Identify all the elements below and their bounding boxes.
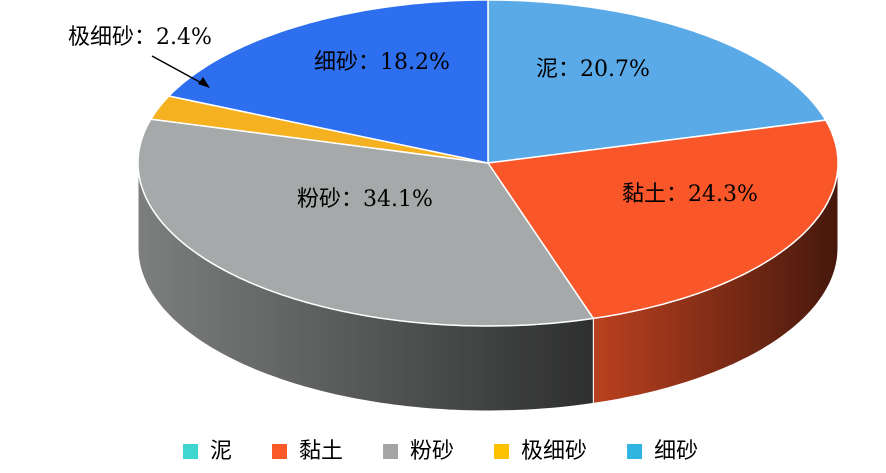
data-label: 泥：20.7% (536, 57, 650, 82)
leader-arrow (198, 77, 210, 88)
slice (149, 95, 489, 164)
legend-label: 黏土 (299, 439, 343, 464)
legend-swatch (494, 444, 510, 459)
legend-label: 粉砂 (410, 439, 454, 464)
legend-swatch (383, 444, 399, 459)
legend-label: 细砂 (654, 439, 698, 464)
legend-swatch (272, 444, 288, 459)
data-label: 极细砂：2.4% (68, 25, 212, 50)
leader-line (151, 55, 208, 87)
legend-swatch (627, 444, 643, 459)
data-label: 粉砂：34.1% (297, 187, 433, 212)
slice (137, 118, 595, 327)
legend-swatch (183, 444, 198, 459)
legend-label: 极细砂 (521, 439, 587, 464)
legend-label: 泥 (210, 439, 232, 464)
slice (486, 119, 839, 320)
slice (487, 0, 827, 164)
data-label: 细砂：18.2% (314, 50, 450, 75)
data-label: 黏土：24.3% (622, 182, 758, 207)
slice (167, 0, 489, 164)
